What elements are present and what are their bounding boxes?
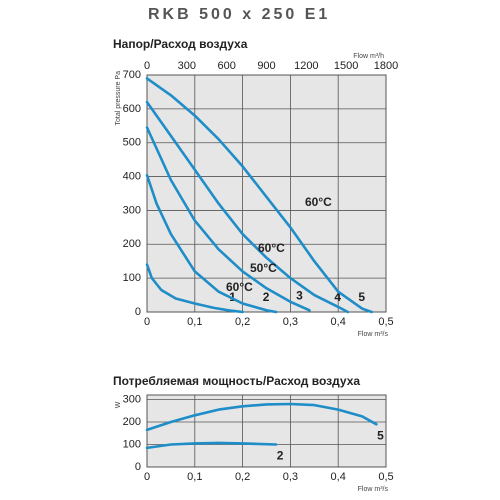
y-tick-label: 100 (123, 272, 141, 284)
annotation: 60°C (305, 195, 332, 209)
x-tick-label: 0,1 (187, 471, 202, 483)
x-tick-label: 0,5 (378, 316, 393, 328)
curve-label: 5 (358, 290, 365, 304)
x2-tick-label: 1800 (374, 60, 398, 72)
x-tick-label: 0,1 (187, 316, 202, 328)
y-axis-label: Total pressure Pa (115, 71, 122, 126)
curve (145, 77, 373, 314)
curve-label: 2 (263, 290, 270, 304)
annotation: 50°C (250, 261, 277, 275)
curve (145, 263, 244, 314)
chart-title: Напор/Расход воздуха (113, 37, 248, 51)
y-axis-label: W (115, 401, 122, 408)
x-axis-label: Flow m³/s (358, 486, 389, 493)
y-tick-label: 200 (123, 238, 141, 250)
y-tick-label: 700 (123, 69, 141, 81)
x-tick-label: 0,5 (378, 471, 393, 483)
plot-area (146, 74, 387, 313)
x2-tick-label: 600 (217, 60, 235, 72)
x2-tick-label: 1200 (294, 60, 318, 72)
plot-area (146, 394, 387, 468)
curve-label: 4 (334, 290, 341, 304)
x-tick-label: 0,3 (283, 471, 298, 483)
curve-label: 3 (296, 288, 303, 302)
y-tick-label: 0 (135, 306, 141, 318)
y-tick-label: 600 (123, 103, 141, 115)
x2-axis-label: Flow m³/h (353, 53, 384, 60)
x-tick-label: 0,4 (331, 471, 346, 483)
annotation: 60°C (258, 241, 285, 255)
heading: RKB 500 x 250 E1 (148, 6, 330, 23)
chart-title: Потребляемая мощность/Расход воздуха (113, 374, 360, 388)
x2-tick-label: 0 (144, 60, 150, 72)
curve (145, 402, 378, 432)
y-tick-label: 400 (123, 170, 141, 182)
y-tick-label: 300 (123, 393, 141, 405)
x2-tick-label: 300 (178, 60, 196, 72)
x-tick-label: 0,2 (235, 316, 250, 328)
curve (145, 173, 278, 314)
x-tick-label: 0,2 (235, 471, 250, 483)
curve (145, 100, 350, 314)
x-tick-label: 0 (144, 316, 150, 328)
y-tick-label: 300 (123, 204, 141, 216)
x-tick-label: 0 (144, 471, 150, 483)
curve (145, 441, 278, 450)
y-tick-label: 500 (123, 137, 141, 149)
x2-tick-label: 900 (257, 60, 275, 72)
x2-tick-label: 1500 (334, 60, 358, 72)
x-tick-label: 0,3 (283, 316, 298, 328)
y-tick-label: 200 (123, 416, 141, 428)
y-tick-label: 0 (135, 461, 141, 473)
annotation: 60°C (226, 280, 253, 294)
curve-label: 2 (277, 449, 284, 463)
curve-label: 1 (229, 290, 236, 304)
x-axis-label: Flow m³/s (358, 331, 389, 338)
x-tick-label: 0,4 (331, 316, 346, 328)
curve (145, 126, 311, 312)
curve-label: 5 (377, 428, 384, 442)
y-tick-label: 100 (123, 438, 141, 450)
